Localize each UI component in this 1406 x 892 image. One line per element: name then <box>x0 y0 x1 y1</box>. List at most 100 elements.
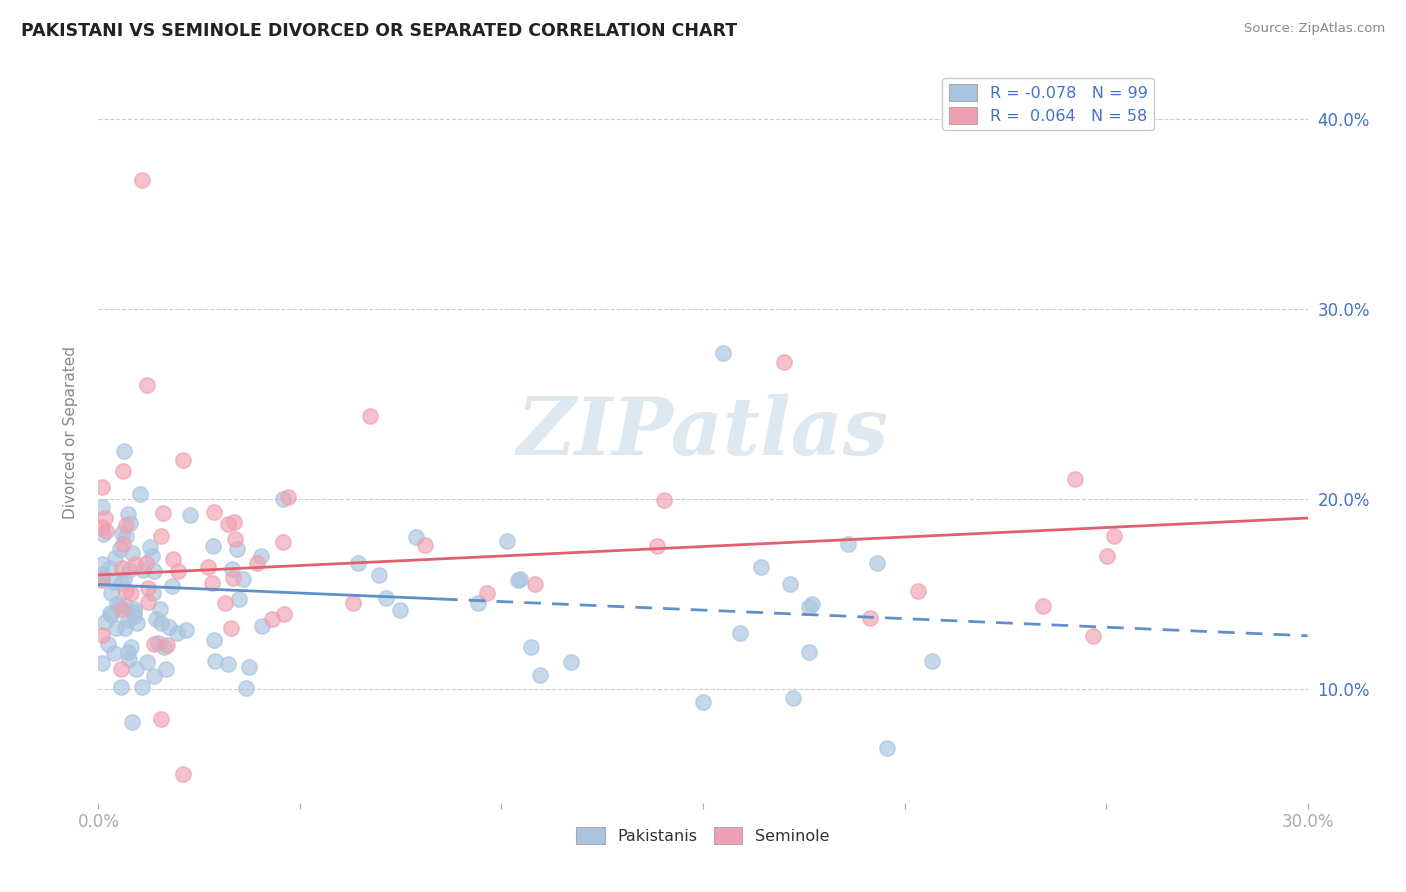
Point <box>224 516 246 530</box>
Point <box>121 546 143 560</box>
Point <box>118 652 141 666</box>
Point <box>179 508 201 523</box>
Point <box>475 585 498 599</box>
Point <box>921 654 943 668</box>
Point <box>91 566 114 581</box>
Point <box>152 640 174 655</box>
Point <box>176 623 198 637</box>
Point <box>222 571 245 585</box>
Point <box>121 586 143 600</box>
Point <box>98 606 121 620</box>
Point <box>496 533 519 548</box>
Point <box>111 601 134 615</box>
Point <box>342 596 364 610</box>
Point <box>91 520 114 534</box>
Point <box>114 584 136 599</box>
Point <box>110 663 132 677</box>
Point <box>221 621 243 635</box>
Point <box>105 597 128 611</box>
Point <box>91 557 114 571</box>
Point <box>131 173 153 187</box>
Point <box>728 626 751 640</box>
Point <box>110 526 132 541</box>
Legend: Pakistanis, Seminole: Pakistanis, Seminole <box>569 821 837 850</box>
Point <box>162 552 184 566</box>
Point <box>142 585 165 599</box>
Point <box>782 690 804 705</box>
Point <box>214 596 236 610</box>
Point <box>277 490 299 504</box>
Point <box>94 524 117 539</box>
Point <box>115 517 138 532</box>
Point <box>509 572 531 586</box>
Point <box>122 606 145 620</box>
Point <box>204 632 226 647</box>
Point <box>148 636 170 650</box>
Point <box>110 680 132 694</box>
Point <box>136 581 159 595</box>
Point <box>201 576 224 591</box>
Point <box>108 599 131 613</box>
Point <box>520 640 543 654</box>
Point <box>235 681 257 695</box>
Point <box>112 464 135 478</box>
Point <box>98 561 121 575</box>
Point <box>103 574 125 589</box>
Point <box>100 607 122 622</box>
Point <box>125 615 148 630</box>
Point <box>93 510 115 524</box>
Point <box>467 596 489 610</box>
Point <box>141 549 163 563</box>
Point <box>367 567 389 582</box>
Point <box>260 612 283 626</box>
Point <box>111 537 134 551</box>
Point <box>217 517 239 532</box>
Point <box>250 619 273 633</box>
Text: Source: ZipAtlas.com: Source: ZipAtlas.com <box>1244 22 1385 36</box>
Point <box>117 645 139 659</box>
Point <box>907 584 929 599</box>
Point <box>149 528 172 542</box>
Point <box>156 638 179 652</box>
Point <box>97 637 120 651</box>
Point <box>114 621 136 635</box>
Point <box>125 662 148 676</box>
Point <box>157 620 180 634</box>
Point <box>797 600 820 615</box>
Point <box>132 563 155 577</box>
Point <box>142 564 165 578</box>
Point <box>155 662 177 676</box>
Point <box>388 603 411 617</box>
Point <box>139 540 162 554</box>
Point <box>136 595 159 609</box>
Point <box>1102 529 1125 543</box>
Point <box>413 538 436 552</box>
Point <box>135 556 157 570</box>
Point <box>232 572 254 586</box>
Point <box>375 591 398 605</box>
Point <box>837 537 859 551</box>
Point <box>529 667 551 681</box>
Point <box>91 628 114 642</box>
Point <box>692 695 714 709</box>
Point <box>1083 629 1105 643</box>
Point <box>273 607 295 622</box>
Point <box>91 656 114 670</box>
Point <box>201 539 224 553</box>
Point <box>172 767 194 781</box>
Point <box>124 557 146 571</box>
Point <box>160 579 183 593</box>
Point <box>114 599 136 613</box>
Point <box>91 573 114 587</box>
Point <box>204 654 226 668</box>
Point <box>91 527 114 541</box>
Point <box>112 443 135 458</box>
Point <box>117 507 139 521</box>
Point <box>1095 549 1118 563</box>
Text: ZIPatlas: ZIPatlas <box>517 394 889 471</box>
Point <box>197 559 219 574</box>
Point <box>271 491 294 506</box>
Point <box>135 378 157 392</box>
Point <box>104 550 127 565</box>
Point <box>145 612 167 626</box>
